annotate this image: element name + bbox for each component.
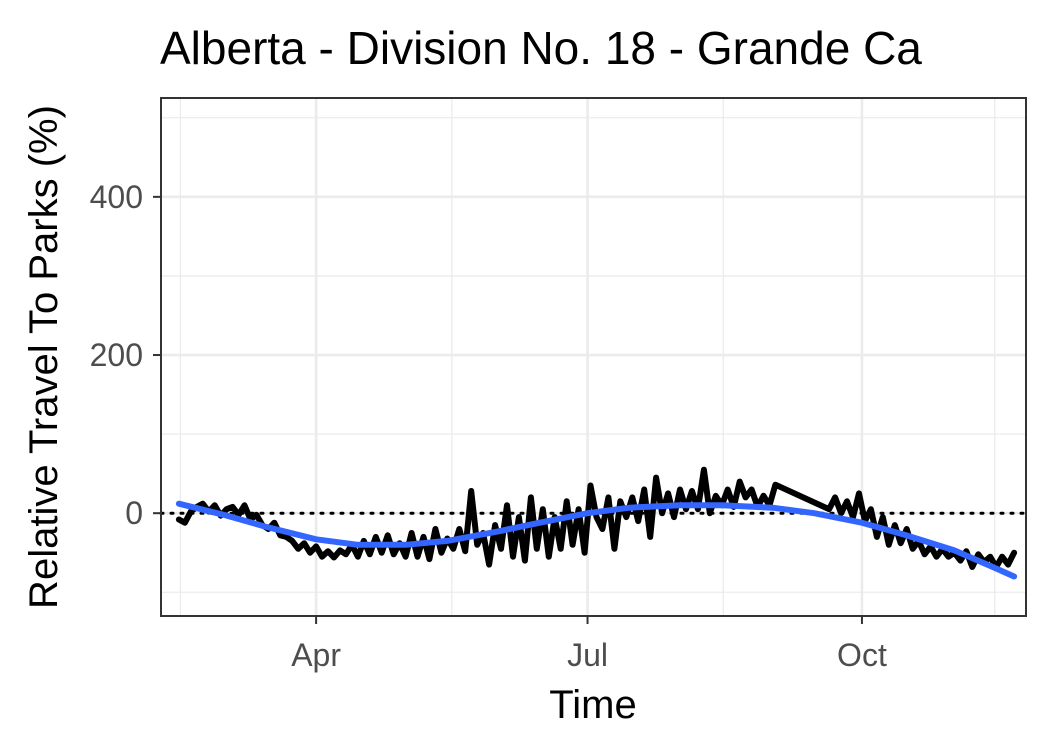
y-axis-title: Relative Travel To Parks (%)	[22, 105, 66, 609]
y-tick-label: 200	[90, 337, 143, 373]
plot-border	[160, 97, 1027, 617]
y-tick-label: 400	[90, 179, 143, 215]
x-tick-label: Oct	[837, 637, 887, 673]
series-line-smoothed	[175, 500, 1018, 580]
x-axis: Apr Jul Oct	[291, 616, 887, 673]
y-axis: 0 200 400	[90, 179, 161, 531]
minor-gridlines	[161, 98, 1026, 616]
x-axis-title: Time	[549, 683, 636, 727]
y-tick-label: 0	[125, 495, 143, 531]
x-tick-label: Jul	[567, 637, 608, 673]
series-line-daily	[175, 466, 1018, 570]
chart-title: Alberta - Division No. 18 - Grande Ca	[160, 22, 922, 74]
series-layer	[175, 466, 1018, 580]
x-tick-label: Apr	[291, 637, 341, 673]
